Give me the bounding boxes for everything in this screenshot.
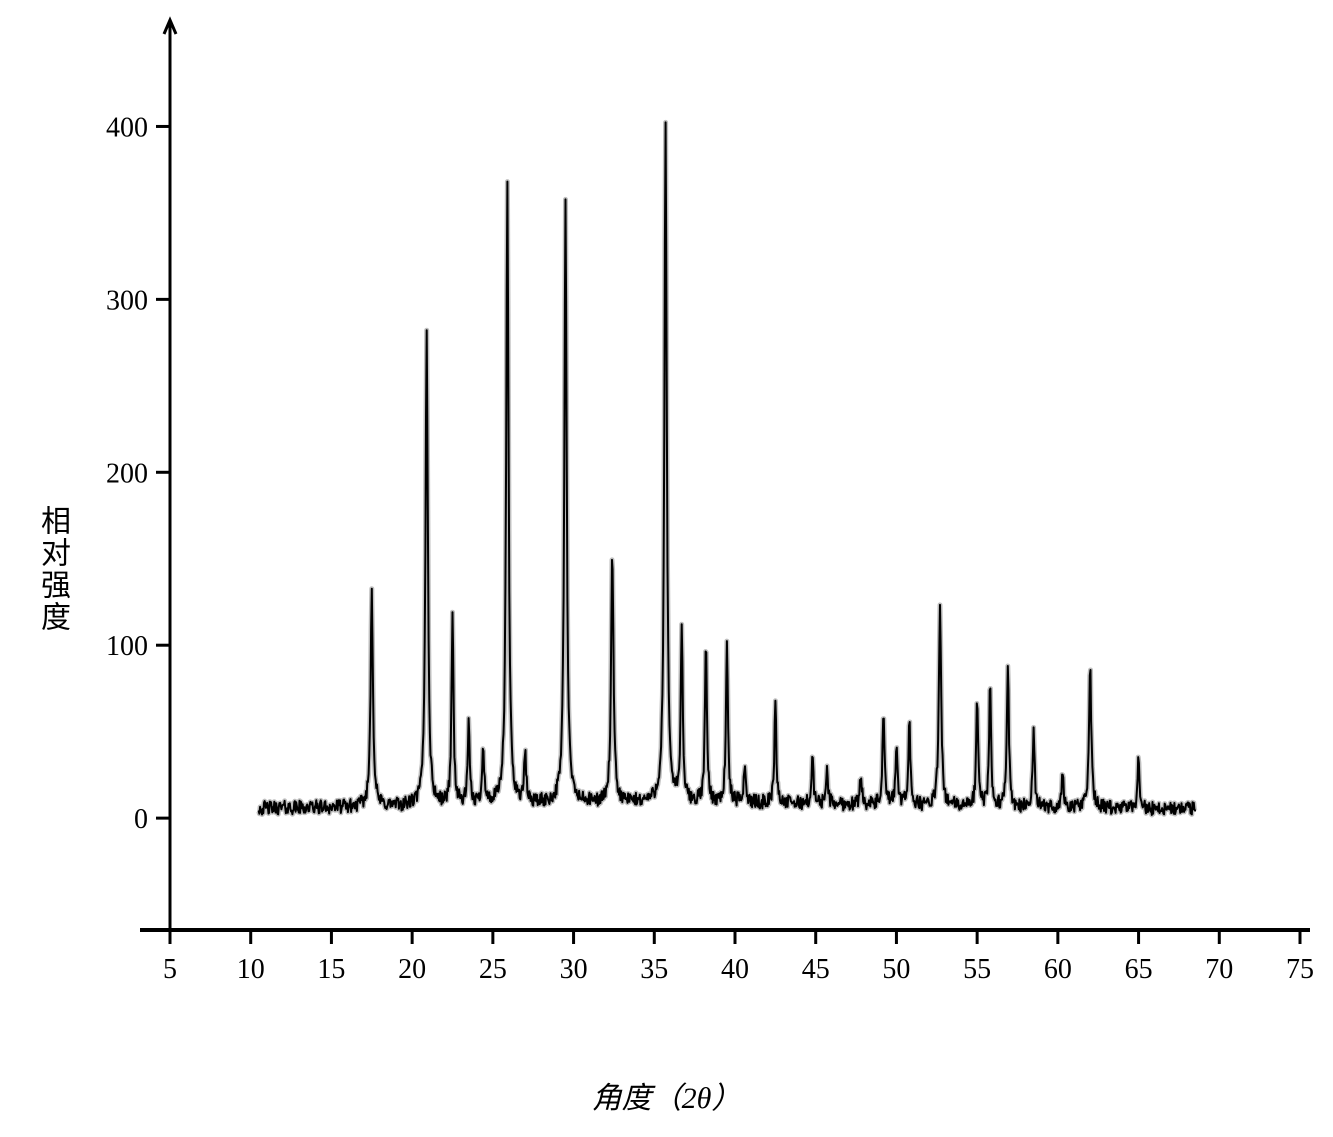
svg-text:50: 50 bbox=[882, 954, 910, 985]
svg-text:400: 400 bbox=[106, 112, 148, 143]
svg-text:35: 35 bbox=[640, 954, 668, 985]
svg-text:60: 60 bbox=[1044, 954, 1072, 985]
svg-text:40: 40 bbox=[721, 954, 749, 985]
xrd-chart: 0 100 200 300 400 5 10 15 20 25 30 35 40 45 50 55 60 65 70… bbox=[0, 0, 1333, 1137]
svg-text:15: 15 bbox=[317, 954, 345, 985]
svg-text:70: 70 bbox=[1205, 954, 1233, 985]
svg-text:5: 5 bbox=[163, 954, 177, 985]
svg-text:10: 10 bbox=[237, 954, 265, 985]
svg-text:55: 55 bbox=[963, 954, 991, 985]
svg-text:200: 200 bbox=[106, 458, 148, 489]
chart-svg: 0 100 200 300 400 5 10 15 20 25 30 35 40 45 50 55 60 65 70… bbox=[0, 0, 1333, 1137]
svg-text:20: 20 bbox=[398, 954, 426, 985]
svg-text:65: 65 bbox=[1125, 954, 1153, 985]
svg-text:100: 100 bbox=[106, 631, 148, 662]
svg-text:45: 45 bbox=[802, 954, 830, 985]
svg-text:25: 25 bbox=[479, 954, 507, 985]
svg-text:30: 30 bbox=[560, 954, 588, 985]
y-axis-label: 相对强度 bbox=[30, 505, 74, 633]
svg-text:0: 0 bbox=[134, 804, 148, 835]
svg-text:75: 75 bbox=[1286, 954, 1314, 985]
x-axis-label: 角度（2θ） bbox=[0, 1073, 1333, 1117]
svg-text:300: 300 bbox=[106, 285, 148, 316]
